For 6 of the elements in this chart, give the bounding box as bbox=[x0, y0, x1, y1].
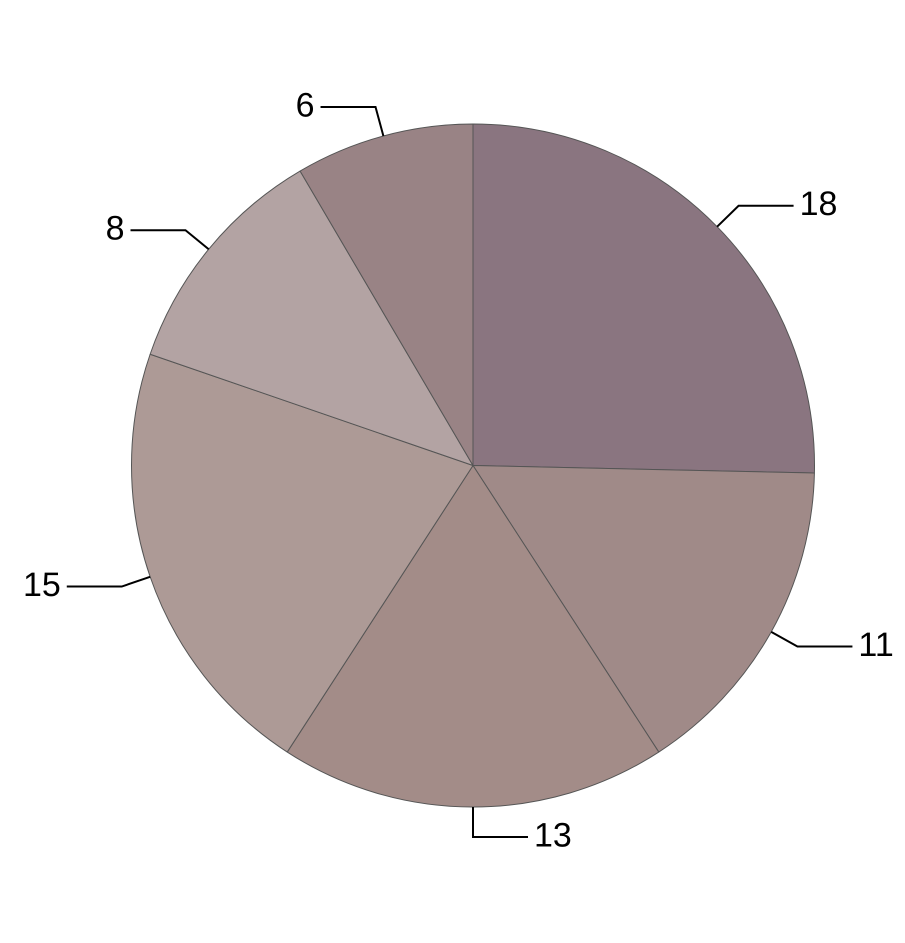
data-label: 6 bbox=[296, 86, 315, 124]
data-label: 15 bbox=[22, 566, 61, 604]
data-label: 8 bbox=[106, 210, 124, 248]
data-label: 18 bbox=[800, 185, 838, 224]
data-label: 11 bbox=[858, 626, 894, 664]
data-label: 13 bbox=[534, 816, 572, 854]
